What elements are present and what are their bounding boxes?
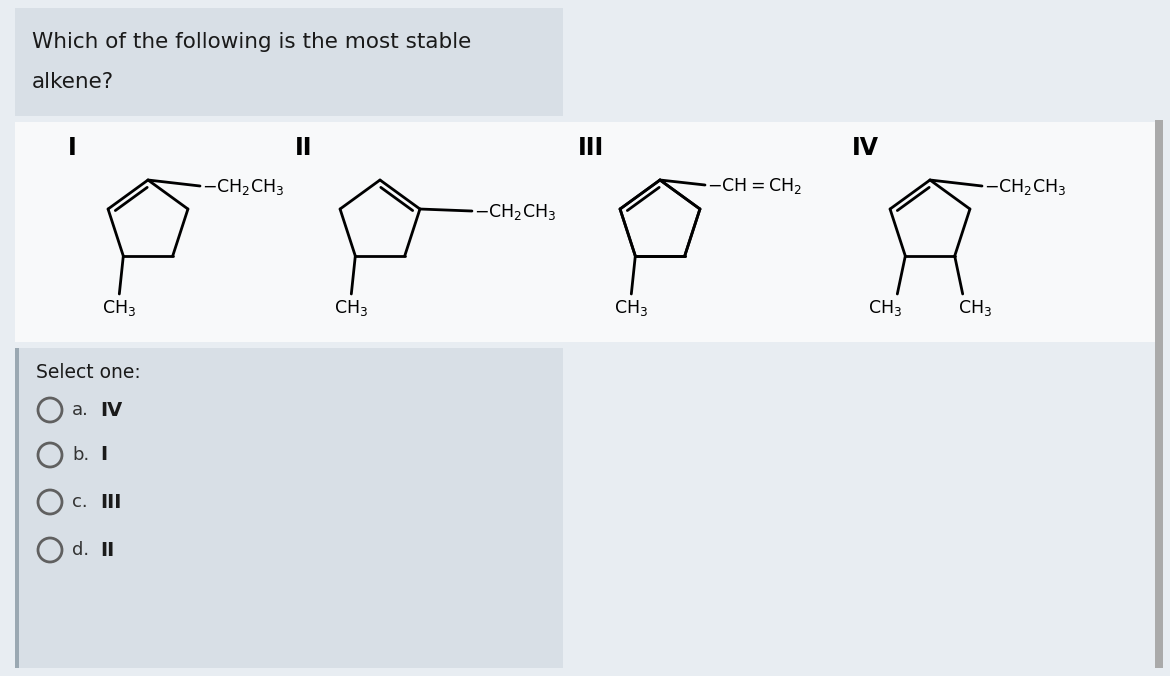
Text: $\mathsf{CH_3}$: $\mathsf{CH_3}$ [102,298,137,318]
Text: $\mathsf{-CH{=}CH_2}$: $\mathsf{-CH{=}CH_2}$ [707,176,801,196]
Text: $\mathsf{CH_3}$: $\mathsf{CH_3}$ [335,298,369,318]
Text: d.: d. [73,541,89,559]
Text: $\mathsf{-CH_2CH_3}$: $\mathsf{-CH_2CH_3}$ [984,177,1066,197]
Text: b.: b. [73,446,89,464]
Text: a.: a. [73,401,89,419]
Text: I: I [68,136,77,160]
Text: III: III [578,136,604,160]
FancyBboxPatch shape [15,348,563,668]
FancyBboxPatch shape [1155,120,1163,668]
Text: IV: IV [852,136,879,160]
Text: alkene?: alkene? [32,72,115,92]
Text: III: III [99,493,122,512]
Text: c.: c. [73,493,88,511]
Text: $\mathsf{CH_3}$: $\mathsf{CH_3}$ [868,298,902,318]
Text: Select one:: Select one: [36,362,140,381]
Text: $\mathsf{-CH_2CH_3}$: $\mathsf{-CH_2CH_3}$ [474,202,556,222]
FancyBboxPatch shape [15,122,1163,342]
Text: $\mathsf{CH_3}$: $\mathsf{CH_3}$ [614,298,648,318]
Text: I: I [99,445,108,464]
Text: $\mathsf{CH_3}$: $\mathsf{CH_3}$ [957,298,992,318]
Text: II: II [99,541,115,560]
FancyBboxPatch shape [15,8,563,116]
Text: IV: IV [99,400,122,420]
Text: II: II [295,136,312,160]
FancyBboxPatch shape [15,348,19,668]
Text: Which of the following is the most stable: Which of the following is the most stabl… [32,32,472,52]
Text: $\mathsf{-CH_2CH_3}$: $\mathsf{-CH_2CH_3}$ [202,177,284,197]
